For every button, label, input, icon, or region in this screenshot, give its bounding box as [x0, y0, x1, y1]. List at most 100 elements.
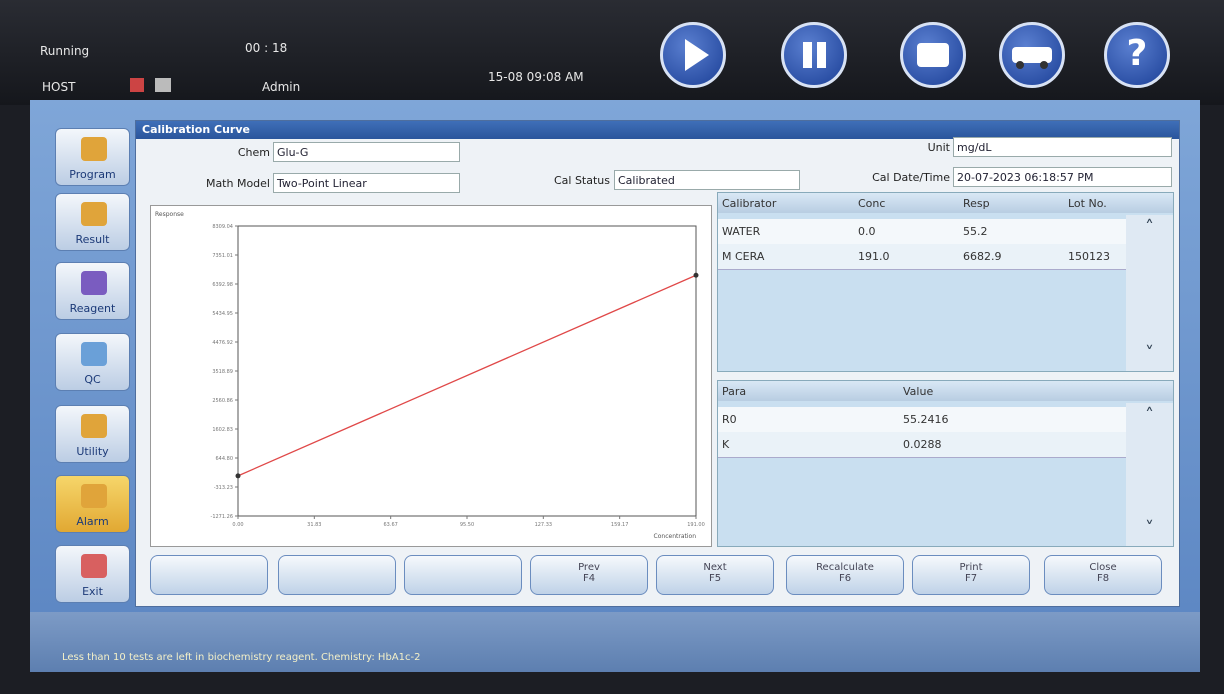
sidebar-button[interactable]: Program: [55, 128, 130, 186]
sidebar-button[interactable]: Result: [55, 193, 130, 251]
table-row[interactable]: WATER 0.0 55.2: [718, 219, 1126, 245]
run-state: Running: [40, 44, 89, 58]
date-time: 15-08 09:08 AM: [488, 70, 584, 84]
sidebar-label: QC: [56, 373, 129, 386]
sidebar-icon: [81, 414, 107, 438]
table-cell: 0.0288: [903, 438, 942, 451]
stop-button[interactable]: [900, 22, 966, 88]
scroll-arrow[interactable]: ˄: [1126, 405, 1173, 426]
y-tick-label: 8309.04: [212, 224, 233, 230]
sidebar-button[interactable]: QC: [55, 333, 130, 391]
sidebar-icon: [81, 202, 107, 226]
field-value: Calibrated: [614, 170, 800, 190]
function-button[interactable]: [150, 555, 268, 595]
y-tick-label: -313.23: [214, 485, 233, 491]
message-text: Less than 10 tests are left in biochemis…: [62, 652, 420, 663]
sidebar-label: Program: [56, 168, 129, 181]
x-tick-label: 95.50: [460, 522, 474, 528]
button-label: Recalculate: [787, 562, 903, 573]
emergency-button[interactable]: [999, 22, 1065, 88]
sidebar-button[interactable]: Exit: [55, 545, 130, 603]
y-tick-label: -1271.26: [211, 514, 233, 520]
chart: ResponseConcentration-1271.26-313.23644.…: [150, 205, 712, 547]
y-tick-label: 644.80: [216, 456, 234, 462]
scrollbar[interactable]: ˄˅: [1126, 403, 1173, 546]
x-tick-label: 127.33: [535, 522, 553, 528]
pause-icon: [784, 25, 844, 85]
header-cell: Para: [722, 385, 746, 398]
scroll-arrow[interactable]: ˄: [1126, 217, 1173, 238]
sidebar-label: Exit: [56, 585, 129, 598]
field-value: Two-Point Linear: [273, 173, 460, 193]
ambulance-icon: [1002, 25, 1062, 85]
table-header: ParaValue: [718, 381, 1173, 401]
y-tick-label: 6392.98: [212, 282, 233, 288]
header-cell: Calibrator: [722, 197, 776, 210]
button-key: F5: [657, 573, 773, 584]
field-label: Chem: [150, 146, 270, 159]
table-cell: 55.2416: [903, 413, 949, 426]
x-tick-label: 191.00: [687, 522, 705, 528]
header-cell: Conc: [858, 197, 885, 210]
help-button[interactable]: ?: [1104, 22, 1170, 88]
header-cell: Lot No.: [1068, 197, 1107, 210]
play-icon: [663, 25, 723, 85]
button-key: F7: [913, 573, 1029, 584]
button-label: Close: [1045, 562, 1161, 573]
sidebar-button[interactable]: Utility: [55, 405, 130, 463]
calibration-point: [694, 273, 699, 278]
top-bar: Running 00 : 18 HOST Admin 15-08 09:08 A…: [0, 0, 1224, 105]
table-row[interactable]: K 0.0288: [718, 432, 1126, 458]
sidebar-button[interactable]: Reagent: [55, 262, 130, 320]
plot-area: [238, 226, 696, 516]
table-cell: 150123: [1068, 250, 1110, 263]
x-tick-label: 159.17: [611, 522, 629, 528]
scrollbar[interactable]: ˄˅: [1126, 215, 1173, 371]
calibration-point: [236, 473, 241, 478]
sidebar-icon: [81, 554, 107, 578]
sidebar-icon: [81, 137, 107, 161]
table-cell: 191.0: [858, 250, 890, 263]
table-cell: 6682.9: [963, 250, 1002, 263]
table-cell: 0.0: [858, 225, 876, 238]
button-label: Next: [657, 562, 773, 573]
table-cell: K: [722, 438, 729, 451]
sidebar-button[interactable]: Alarm: [55, 475, 130, 533]
sidebar-icon: [81, 271, 107, 295]
scroll-arrow[interactable]: ˅: [1126, 343, 1173, 364]
y-tick-label: 1602.83: [212, 427, 233, 433]
sidebar-label: Alarm: [56, 515, 129, 528]
button-key: F6: [787, 573, 903, 584]
play-button[interactable]: [660, 22, 726, 88]
pause-button[interactable]: [781, 22, 847, 88]
table-cell: WATER: [722, 225, 760, 238]
scroll-arrow[interactable]: ˅: [1126, 518, 1173, 539]
button-label: Print: [913, 562, 1029, 573]
header-cell: Resp: [963, 197, 990, 210]
function-button[interactable]: [278, 555, 396, 595]
timer: 00 : 18: [245, 41, 287, 55]
function-button[interactable]: [404, 555, 522, 595]
y-axis-label: Response: [155, 211, 184, 218]
sidebar-label: Reagent: [56, 302, 129, 315]
printer-icon: [155, 78, 171, 92]
sidebar-label: Utility: [56, 445, 129, 458]
sidebar-label: Result: [56, 233, 129, 246]
x-tick-label: 31.83: [307, 522, 321, 528]
sidebar-icon: [81, 484, 107, 508]
table-header: Calibrator Conc Resp Lot No.: [718, 193, 1173, 213]
field-label: Cal Date/Time: [830, 171, 950, 184]
y-tick-label: 2560.86: [212, 398, 233, 404]
field-value: Glu-G: [273, 142, 460, 162]
field-label: Cal Status: [490, 174, 610, 187]
table-cell: 55.2: [963, 225, 988, 238]
y-tick-label: 5434.95: [212, 311, 233, 317]
